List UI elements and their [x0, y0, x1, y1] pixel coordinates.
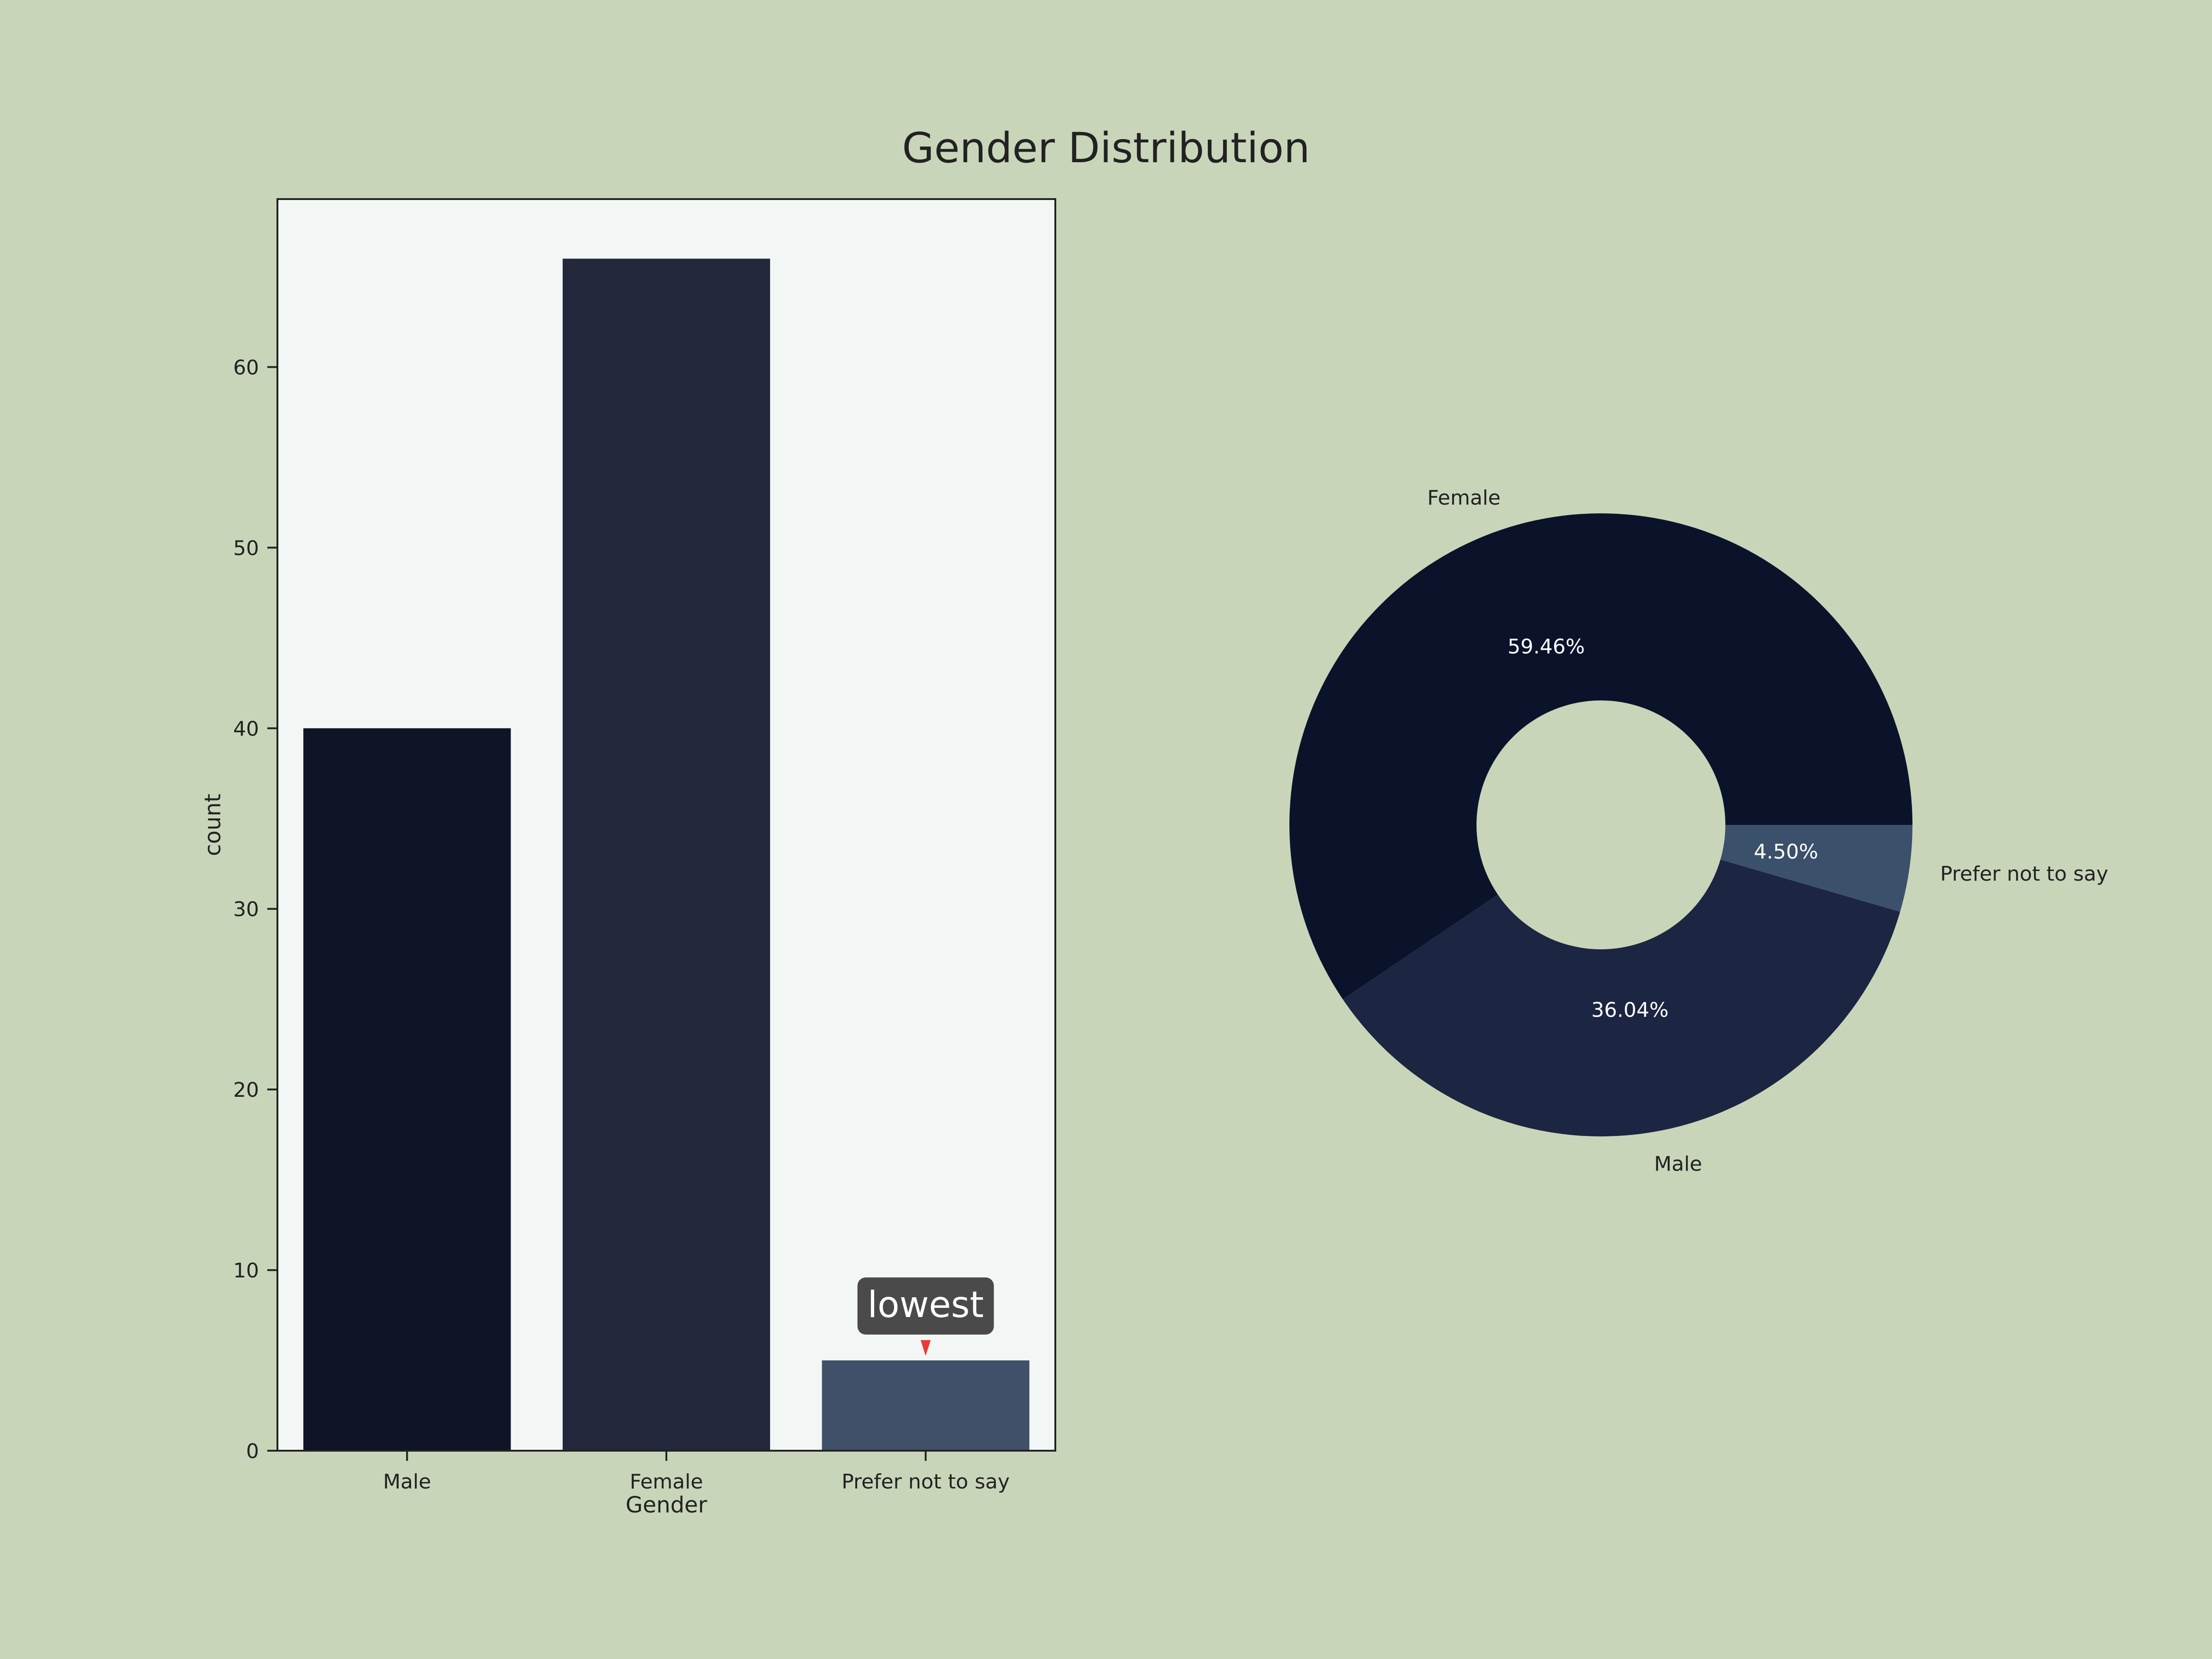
pie-percent-female: 59.46% — [1507, 635, 1585, 659]
pie-percent-prefer-not-to-say: 4.50% — [1754, 840, 1818, 864]
pie-label-prefer-not-to-say: Prefer not to say — [1940, 862, 2108, 886]
x-axis-ticks: Male Female Prefer not to say — [383, 1451, 1010, 1494]
pie-label-male: Male — [1654, 1153, 1702, 1176]
bar-chart: 0 10 20 30 40 50 60 Male Female Prefer not to sa… — [200, 198, 1056, 1518]
y-tick-label: 60 — [233, 356, 259, 379]
x-tick-label: Male — [383, 1470, 431, 1494]
y-axis-label: count — [200, 794, 226, 856]
y-tick-label: 30 — [233, 898, 259, 921]
pie-slice-prefer-not-to-say — [1720, 825, 1912, 912]
pie-slice-female — [1289, 513, 1912, 1000]
annotation-box — [857, 1277, 994, 1335]
annotation-arrow — [920, 1340, 931, 1356]
y-tick-label: 0 — [246, 1440, 259, 1463]
y-axis-ticks: 0 10 20 30 40 50 60 — [233, 356, 277, 1463]
annotation-label: lowest — [867, 1284, 983, 1326]
pie-label-female: Female — [1427, 486, 1500, 510]
pie-percent-male: 36.04% — [1591, 999, 1669, 1022]
bar-female — [562, 259, 771, 1451]
y-tick-label: 20 — [233, 1078, 259, 1102]
y-tick-label: 50 — [233, 536, 259, 560]
bar-prefer-not-to-say — [822, 1360, 1030, 1451]
x-tick-label: Prefer not to say — [841, 1470, 1010, 1494]
x-axis-label: Gender — [626, 1492, 707, 1518]
figure-title: Gender Distribution — [902, 124, 1310, 172]
lowest-annotation: lowest — [857, 1277, 994, 1356]
y-tick-label: 40 — [233, 717, 259, 741]
x-tick-label: Female — [629, 1470, 703, 1494]
bar-male — [303, 728, 511, 1451]
y-tick-label: 10 — [233, 1259, 259, 1282]
bar-series — [303, 259, 1030, 1451]
donut-chart: Female 59.46% Male 36.04% Prefer not to say 4… — [1289, 486, 2108, 1176]
pie-slice-male — [1342, 859, 1900, 1137]
